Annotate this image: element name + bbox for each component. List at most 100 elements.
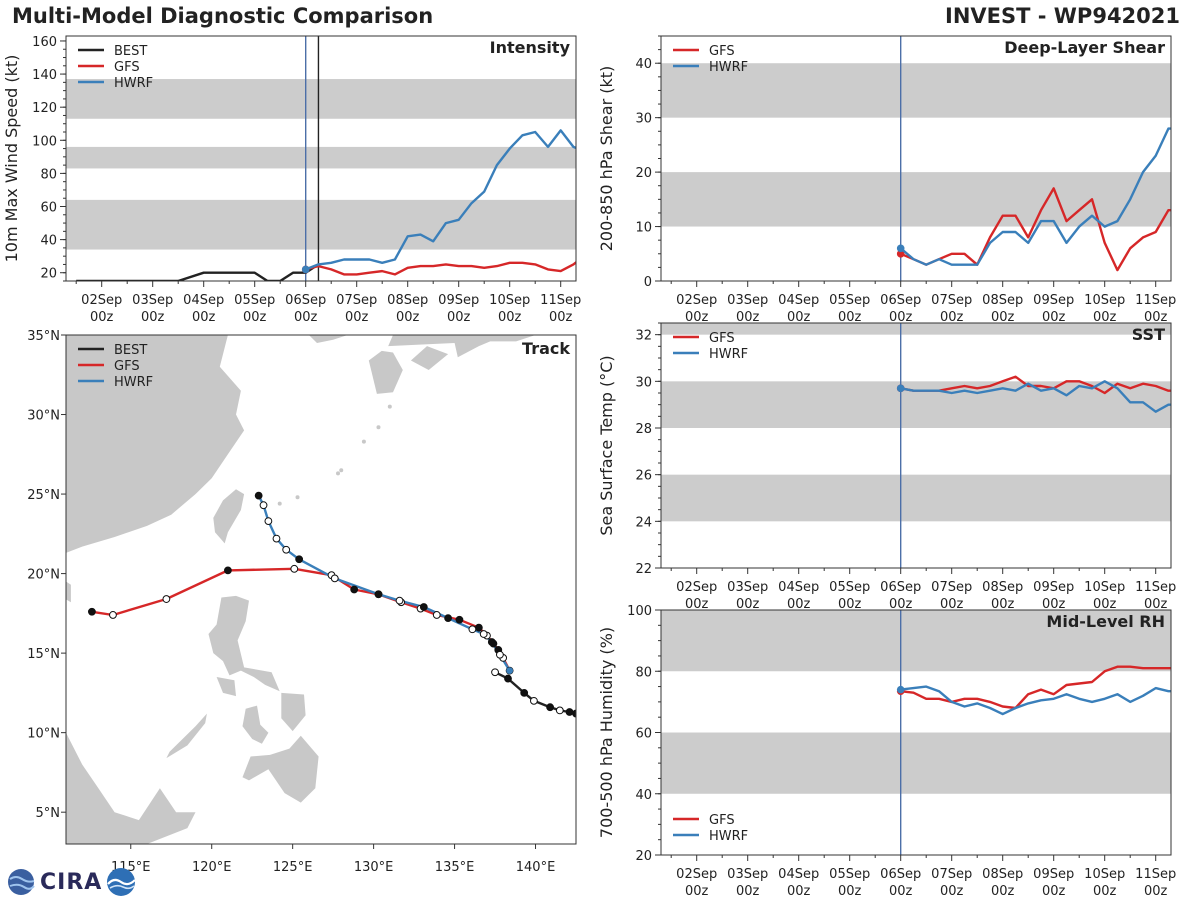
rh-y-tick-label: 40	[635, 788, 652, 803]
panel-rh: 20 40 60 80 100 02Sep 00z 03Sep 00z 04Sep 00z 05Sep…	[597, 604, 1176, 899]
palawan-landmass	[166, 713, 207, 759]
rh-y-axis-label: 700-500 hPa Humidity (%)	[597, 627, 616, 838]
track-x-tick-label: 140°E	[516, 860, 556, 875]
sst-legend-label-gfs: GFS	[709, 331, 735, 346]
ryukyu-island	[361, 439, 366, 444]
storm-id-title: INVEST - WP942021	[945, 4, 1180, 28]
intensity-x-tick-hour: 00z	[243, 310, 267, 325]
intensity-x-tick-hour: 00z	[447, 310, 471, 325]
shear-x-tick-day: 11Sep	[1135, 293, 1176, 308]
sst-frame	[660, 322, 1172, 569]
rh-y-tick-label: 60	[635, 727, 652, 742]
rh-x-tick-day: 10Sep	[1084, 867, 1125, 882]
mindanao-landmass	[242, 735, 319, 803]
intensity-x-tick-hour: 00z	[294, 310, 318, 325]
track-map-area	[66, 335, 576, 844]
sst-x-tick-hour: 00z	[736, 597, 760, 612]
rh-panel-title: Mid-Level RH	[1046, 612, 1165, 631]
intensity-legend-label-best: BEST	[114, 44, 147, 59]
sst-x-tick-day: 03Sep	[727, 580, 768, 595]
track-point-hwrf	[272, 534, 281, 543]
rh-legend-label-hwrf: HWRF	[709, 829, 748, 844]
intensity-x-tick-hour: 00z	[549, 310, 573, 325]
honshu-landmass	[388, 335, 551, 358]
track-y-tick-label: 5°N	[36, 806, 61, 821]
intensity-y-tick-label: 140	[32, 68, 57, 83]
rh-x-tick-day: 07Sep	[931, 867, 972, 882]
rh-x-tick-hour: 00z	[1144, 884, 1168, 899]
shear-shaded-band	[661, 172, 1171, 227]
shear-x-tick-hour: 00z	[889, 310, 913, 325]
intensity-y-tick-label: 40	[40, 234, 57, 249]
intensity-y-tick-label: 80	[40, 167, 57, 182]
shear-x-tick-hour: 00z	[1093, 310, 1117, 325]
shear-legend-label-gfs: GFS	[709, 44, 735, 59]
track-x-tick-label: 125°E	[273, 860, 313, 875]
track-point-best	[504, 674, 512, 683]
intensity-x-tick-hour: 00z	[90, 310, 114, 325]
intensity-series-hwrf	[305, 129, 576, 271]
mindoro-landmass	[216, 677, 236, 697]
intensity-x-tick-day: 08Sep	[387, 293, 428, 308]
intensity-legend-label-gfs: GFS	[114, 60, 140, 75]
track-y-tick-label: 20°N	[27, 568, 60, 583]
sst-x-tick-hour: 00z	[940, 597, 964, 612]
shear-y-tick-label: 30	[635, 112, 652, 127]
rh-y-tick-label: 100	[627, 604, 652, 619]
taiwan-landmass	[213, 489, 245, 544]
track-legend-label-hwrf: HWRF	[114, 375, 153, 390]
track-point-hwrf	[330, 574, 339, 583]
track-point-hwrf	[395, 596, 404, 605]
rh-series-hwrf	[900, 685, 1171, 716]
sst-shaded-band	[661, 323, 1171, 335]
track-point-hwrf	[419, 603, 428, 611]
intensity-series-gfs	[305, 260, 576, 276]
figure-title: Multi-Model Diagnostic Comparison	[12, 4, 434, 28]
track-point-hwrf	[444, 614, 452, 623]
track-frame	[65, 334, 577, 845]
shear-series-gfs-start-point	[896, 249, 905, 258]
track-x-tick-label: 130°E	[354, 860, 394, 875]
track-point-hwrf	[259, 501, 268, 510]
shear-x-tick-day: 10Sep	[1084, 293, 1125, 308]
ryukyu-island	[339, 468, 344, 473]
shear-x-tick-day: 02Sep	[676, 293, 717, 308]
rh-shaded-band	[661, 610, 1171, 672]
rh-y-tick-label: 80	[635, 665, 652, 680]
hainan-landmass	[66, 581, 71, 603]
cira-logo: CIRA	[4, 866, 140, 898]
globe-icon	[8, 869, 35, 895]
track-point-best	[530, 696, 538, 705]
intensity-x-tick-day: 11Sep	[540, 293, 581, 308]
intensity-panel-title: Intensity	[490, 38, 571, 57]
intensity-y-tick-label: 160	[32, 35, 57, 50]
sst-y-tick-label: 32	[635, 329, 652, 344]
panay-negros-landmass	[242, 705, 269, 744]
track-panel-title: Track	[522, 339, 570, 358]
track-y-tick-label: 25°N	[27, 488, 60, 503]
sst-x-tick-hour: 00z	[889, 597, 913, 612]
intensity-x-tick-day: 02Sep	[81, 293, 122, 308]
shear-x-tick-day: 06Sep	[880, 293, 921, 308]
sst-x-tick-day: 04Sep	[778, 580, 819, 595]
sst-x-tick-day: 10Sep	[1084, 580, 1125, 595]
panel-track: 115°E 120°E 125°E 130°E 135°E 140°E5°N10°N15°…	[27, 329, 577, 875]
track-point-hwrf	[282, 545, 291, 554]
intensity-x-tick-day: 07Sep	[336, 293, 377, 308]
track-point-hwrf	[254, 491, 263, 500]
logo-text: CIRA	[40, 869, 103, 895]
shear-y-tick-label: 10	[635, 221, 652, 236]
track-point-hwrf	[468, 625, 477, 634]
intensity-series-best	[76, 263, 320, 281]
sst-panel-title: SST	[1132, 325, 1165, 344]
mainland-china-landmass	[66, 335, 245, 553]
shear-y-axis-label: 200-850 hPa Shear (kt)	[597, 66, 616, 252]
intensity-y-tick-label: 60	[40, 201, 57, 216]
track-series-hwrf	[257, 495, 511, 672]
sst-y-axis-label: Sea Surface Temp (°C)	[597, 355, 616, 535]
track-point-best	[546, 703, 554, 712]
intensity-x-tick-hour: 00z	[498, 310, 522, 325]
track-point-best	[565, 708, 574, 716]
track-point-best	[520, 688, 529, 697]
